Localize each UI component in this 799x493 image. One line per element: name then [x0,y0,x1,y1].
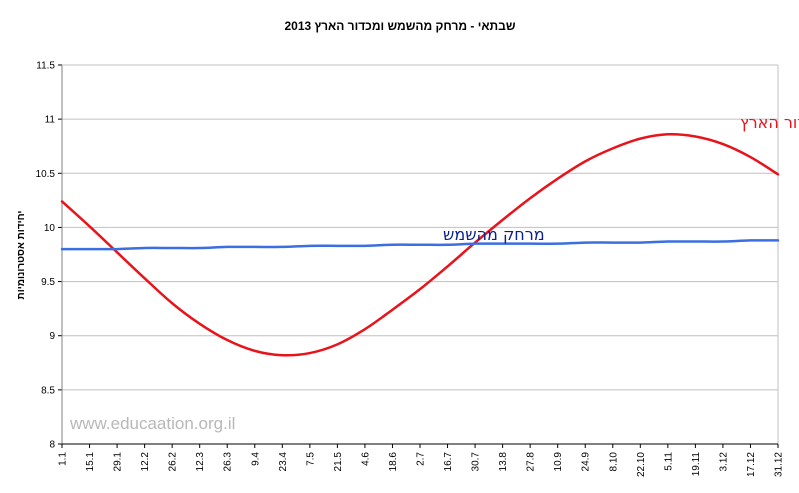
y-tick-label: 9 [49,331,55,342]
y-tick-label: 10.5 [36,169,56,180]
x-tick-label: 30.7 [471,452,482,472]
x-tick-label: 3.12 [718,452,729,472]
axes [58,64,779,448]
x-tick-label: 21.5 [333,452,344,472]
x-tick-label: 1.1 [58,452,69,466]
y-tick-label: 8 [49,440,55,451]
x-tick-label: 27.8 [526,452,537,472]
x-tick-label: 19.11 [691,452,702,477]
x-tick-label: 18.6 [388,452,399,472]
x-tick-label: 26.3 [223,452,234,472]
chart-title: שבתאי - מרחק מהשמש ומכדור הארץ 2013 [284,19,515,33]
y-tick-label: 11 [45,115,56,126]
y-tick-label: 11.5 [36,61,55,72]
gridlines [62,118,778,391]
y-tick-label: 10 [44,223,56,234]
x-tick-label: 31.12 [774,452,785,477]
x-axis-ticks: 1.1 15.1 29.1 12.2 26.2 12.3 26.3 9.4 23.4 7.5 21.… [58,452,785,477]
y-tick-label: 9.5 [41,277,55,288]
x-tick-label: 10.9 [553,452,564,472]
series-label-earth-distance: מרחק מכדור הארץ [740,113,799,132]
x-tick-label: 24.9 [581,452,592,472]
y-tick-label: 8.5 [41,385,55,396]
series-line-sun-distance [60,239,780,251]
x-tick-label: 5.11 [663,452,674,471]
x-tick-label: 17.12 [746,452,757,477]
x-tick-label: 26.2 [168,452,179,472]
x-tick-label: 12.2 [140,452,151,472]
x-tick-label: 16.7 [443,452,454,472]
series-labels: מרחק מכדור הארץ מרחק מהשמש [443,113,799,244]
x-tick-label: 23.4 [278,452,289,472]
x-tick-label: 4.6 [360,452,371,466]
x-tick-label: 15.1 [85,452,96,472]
y-axis-label: יחידות אסטרונומיות [16,211,27,300]
x-tick-label: 12.3 [195,452,206,472]
x-tick-label: 29.1 [113,452,124,472]
x-tick-label: 8.10 [608,452,619,472]
series-line-earth-distance [60,132,780,357]
x-tick-label: 2.7 [416,452,427,466]
series [60,132,780,357]
x-tick-label: 9.4 [250,452,261,466]
x-tick-label: 7.5 [305,452,316,466]
watermark: www.educaation.org.il [69,414,235,433]
x-tick-label: 13.8 [498,452,509,472]
x-tick-label: 22.10 [636,452,647,477]
series-label-sun-distance: מרחק מהשמש [443,225,545,244]
y-axis-ticks: 8 8.5 9 9.5 10 10.5 11 11.5 [36,61,56,451]
